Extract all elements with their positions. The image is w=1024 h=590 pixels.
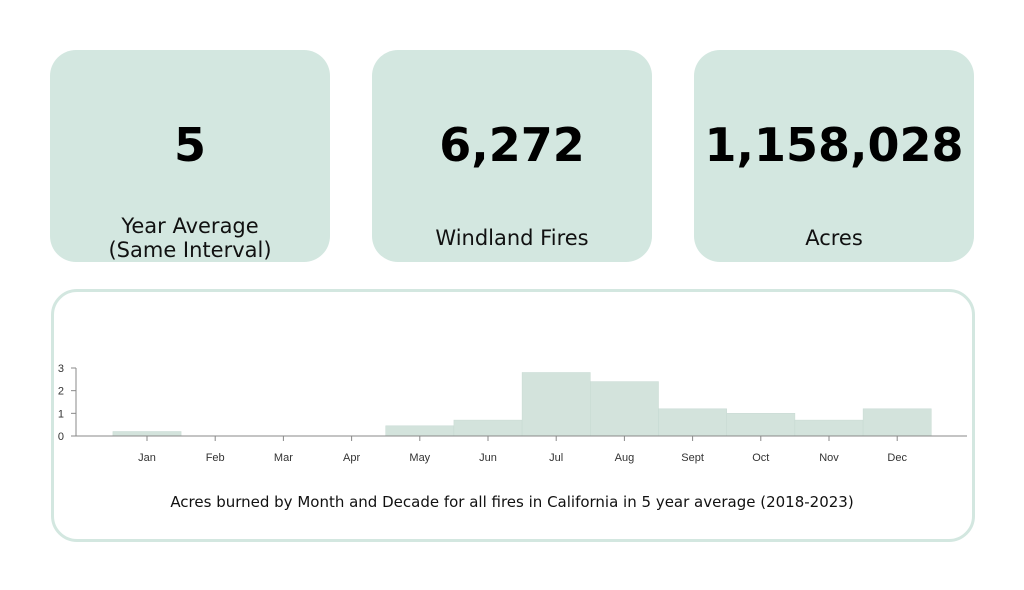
x-tick-label: Jun bbox=[479, 452, 497, 464]
stat-value: 1,158,028 bbox=[704, 118, 964, 172]
bar-oct bbox=[726, 413, 796, 437]
bar-aug bbox=[590, 381, 659, 437]
stat-label: Acres bbox=[694, 226, 974, 250]
stat-value: 5 bbox=[173, 118, 206, 172]
x-tick-label: Sept bbox=[681, 452, 704, 464]
stat-label: Windland Fires bbox=[372, 226, 652, 250]
bar-jan bbox=[112, 431, 182, 437]
x-tick-label: Nov bbox=[819, 452, 839, 464]
axes-layer: Jan Feb Mar Apr May Jun Jul Aug Sept Oct Nov Dec 0 1 2… bbox=[58, 363, 967, 464]
bars-layer bbox=[112, 372, 932, 437]
bar-dec bbox=[862, 408, 932, 437]
x-tick-label: Apr bbox=[343, 452, 360, 464]
x-tick-label: Jan bbox=[138, 452, 156, 464]
stat-card-acres: 1,158,028 Acres bbox=[694, 50, 974, 262]
stat-label-line: Year Average bbox=[121, 214, 259, 238]
y-tick-label: 3 bbox=[58, 363, 64, 375]
bar-jun bbox=[453, 419, 523, 437]
x-tick-label: May bbox=[409, 452, 430, 464]
stat-label-line: Windland Fires bbox=[435, 226, 589, 250]
stat-card-average: 5 Year Average (Same Interval) bbox=[50, 50, 330, 262]
stat-label-line: Acres bbox=[805, 226, 863, 250]
x-tick-label: Jul bbox=[549, 452, 563, 464]
bar-may bbox=[385, 425, 455, 437]
y-tick-label: 2 bbox=[58, 386, 64, 398]
bar-jul bbox=[521, 372, 591, 437]
y-tick-label: 0 bbox=[58, 431, 64, 443]
x-tick-label: Mar bbox=[274, 452, 293, 464]
chart-caption: Acres burned by Month and Decade for all… bbox=[170, 493, 854, 511]
stat-label: Year Average (Same Interval) bbox=[50, 214, 330, 262]
chart-panel bbox=[51, 289, 975, 542]
stat-value: 6,272 bbox=[439, 118, 585, 172]
stat-card-fires: 6,272 Windland Fires bbox=[372, 50, 652, 262]
y-tick-label: 1 bbox=[58, 408, 64, 420]
x-tick-label: Dec bbox=[887, 452, 907, 464]
x-tick-label: Oct bbox=[752, 452, 769, 464]
bar-nov bbox=[794, 419, 864, 437]
bar-sept bbox=[658, 408, 727, 437]
stat-label-line: (Same Interval) bbox=[108, 238, 272, 262]
x-tick-label: Feb bbox=[206, 452, 225, 464]
x-tick-label: Aug bbox=[615, 452, 635, 464]
